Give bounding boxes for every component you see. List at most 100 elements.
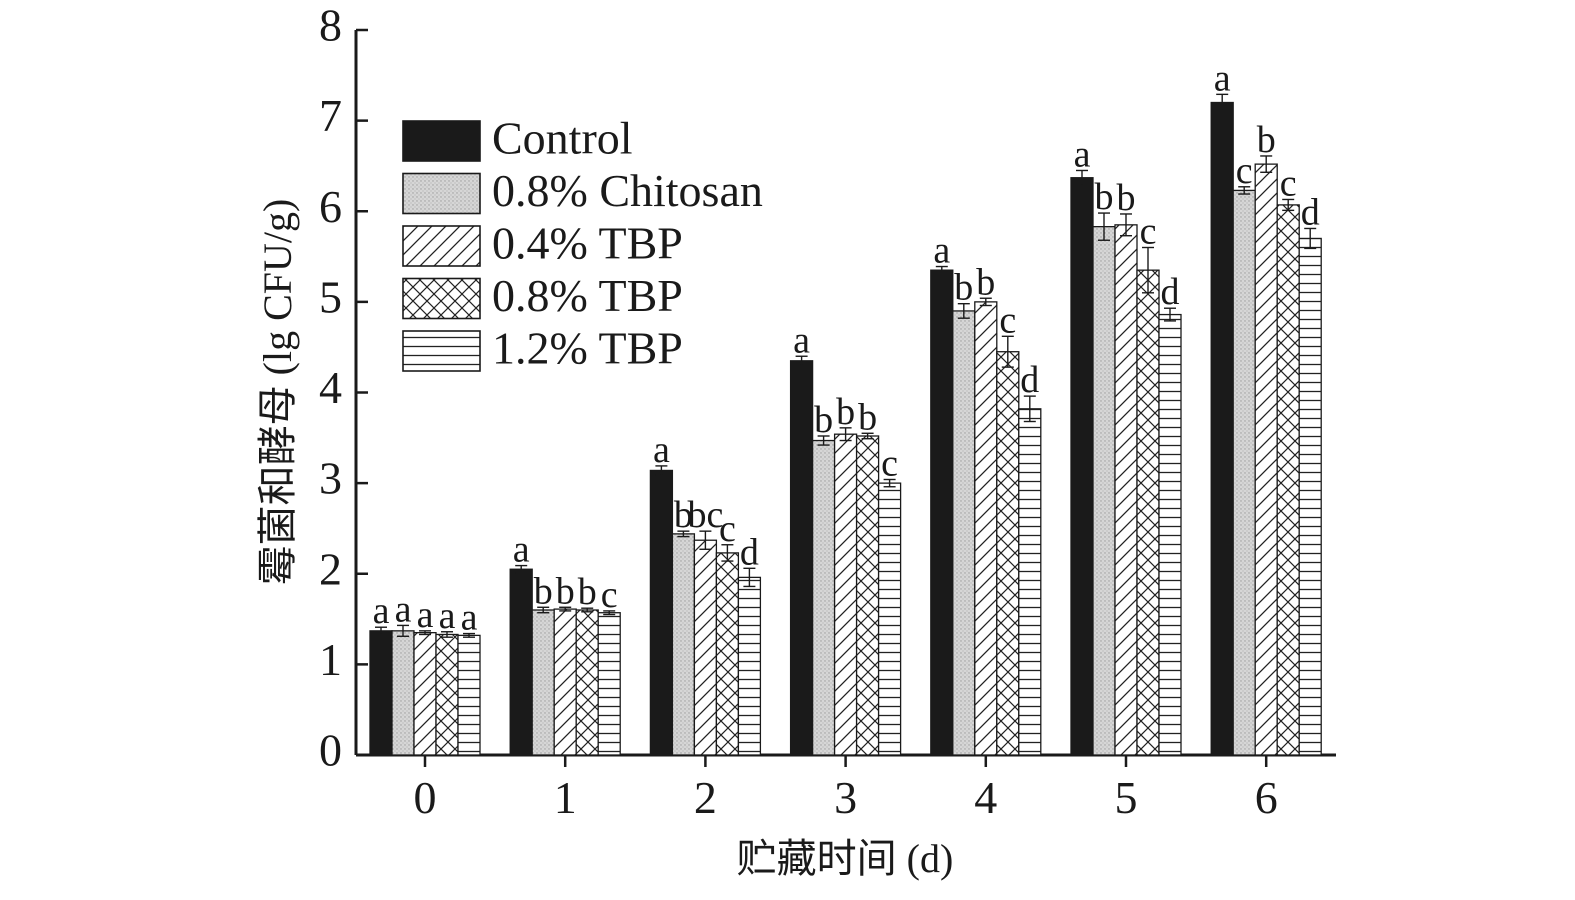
significance-label: b [534, 570, 553, 612]
bar [789, 360, 814, 756]
x-tick-label: 1 [554, 772, 577, 823]
bar [715, 552, 740, 756]
x-tick-label: 6 [1255, 772, 1278, 823]
bar [649, 469, 674, 756]
bar [1158, 313, 1182, 756]
legend-swatch [402, 225, 481, 267]
significance-label: bc [687, 494, 723, 536]
significance-label: a [439, 595, 456, 637]
bar [457, 634, 481, 756]
bar [1210, 101, 1234, 756]
x-tick-label: 4 [974, 772, 997, 823]
significance-label: d [1301, 191, 1320, 233]
x-tick-label: 3 [834, 772, 857, 823]
significance-label: d [1020, 359, 1039, 401]
y-tick-label: 7 [319, 90, 342, 141]
bar [833, 433, 858, 756]
legend-label: 1.2% TBP [492, 323, 683, 374]
bar [1298, 237, 1322, 756]
bar [435, 633, 459, 756]
significance-label: c [1280, 162, 1297, 204]
significance-label: c [601, 574, 618, 616]
bar [553, 608, 577, 756]
bar [1254, 163, 1278, 756]
significance-label: b [836, 391, 855, 433]
x-axis-label: 贮藏时间 (d) [737, 836, 954, 881]
x-tick-label: 2 [694, 772, 717, 823]
bar [1070, 177, 1094, 756]
significance-label: b [858, 396, 877, 438]
bar [1092, 226, 1116, 756]
y-tick-label: 5 [319, 271, 342, 322]
bar [737, 576, 762, 756]
bar [952, 310, 976, 756]
x-tick-label: 0 [414, 772, 437, 823]
significance-label: b [976, 261, 995, 303]
significance-label: a [1214, 57, 1231, 99]
y-tick-label: 8 [319, 0, 342, 51]
y-tick-label: 1 [319, 634, 342, 685]
y-tick-label: 2 [319, 543, 342, 594]
bar [877, 482, 902, 756]
significance-label: b [1257, 119, 1276, 161]
significance-label: a [373, 590, 390, 632]
x-tick-label: 5 [1115, 772, 1138, 823]
bar [974, 301, 998, 756]
bar [391, 630, 415, 756]
significance-label: b [556, 570, 575, 612]
bar [671, 533, 696, 756]
legend-swatch [402, 330, 481, 372]
bar [855, 435, 880, 756]
bar [575, 609, 599, 756]
bar [369, 630, 393, 756]
bar [811, 439, 836, 756]
significance-label: a [793, 319, 810, 361]
bar [597, 612, 621, 756]
bar [1136, 269, 1160, 756]
significance-label: b [1117, 177, 1136, 219]
bar [930, 269, 954, 756]
bar [413, 632, 437, 756]
bar [1276, 204, 1300, 756]
y-tick-label: 4 [319, 362, 342, 413]
legend-swatch [402, 172, 481, 215]
bar [996, 351, 1020, 756]
significance-label: d [1161, 271, 1180, 313]
significance-label: b [1095, 176, 1114, 218]
legend-label: 0.8% TBP [492, 270, 683, 321]
significance-label: c [1140, 211, 1157, 253]
significance-label: a [513, 529, 530, 571]
legend-swatch [402, 120, 481, 162]
bar [531, 609, 555, 756]
significance-label: c [881, 443, 898, 485]
significance-label: a [395, 588, 412, 630]
bar [693, 539, 718, 756]
significance-label: b [954, 267, 973, 309]
legend-swatch [402, 277, 481, 320]
significance-label: a [653, 429, 670, 471]
y-axis-label: 霉菌和酵母 (lg CFU/g) [255, 199, 300, 586]
legend-label: 0.8% Chitosan [492, 165, 763, 216]
significance-label: a [1074, 133, 1091, 175]
significance-label: a [417, 594, 434, 636]
bar [509, 568, 533, 756]
significance-label: a [933, 230, 950, 272]
bar [1114, 224, 1138, 756]
significance-label: b [578, 571, 597, 613]
significance-label: b [814, 399, 833, 441]
significance-label: c [719, 508, 736, 550]
legend-label: 0.4% TBP [492, 218, 683, 269]
bar [1018, 408, 1042, 756]
bar [1232, 189, 1256, 756]
significance-label: c [999, 299, 1016, 341]
legend-label: Control [492, 113, 633, 164]
y-tick-label: 0 [319, 725, 342, 776]
significance-label: c [1236, 150, 1253, 192]
significance-label: d [740, 531, 759, 573]
significance-label: b [674, 494, 693, 536]
significance-label: a [461, 597, 478, 639]
y-tick-label: 3 [319, 453, 342, 504]
